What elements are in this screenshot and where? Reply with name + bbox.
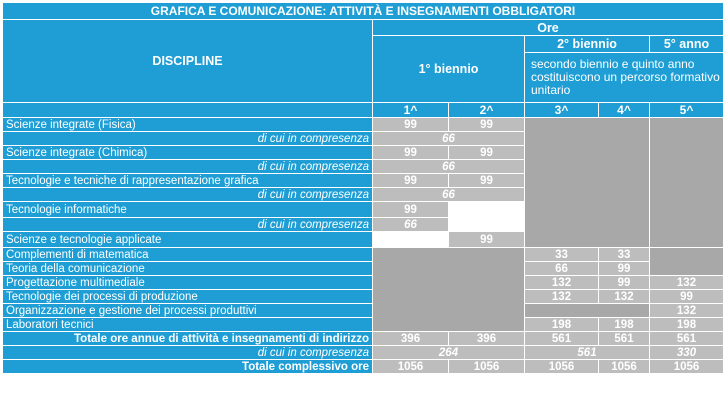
hours-y1: 99 [372, 173, 449, 188]
grand-total-label: Totale complessivo ore [2, 359, 373, 374]
primo-biennio-header: 1° biennio [372, 35, 525, 103]
table-row: di cui in compresenza 66 [2, 131, 724, 146]
compresenza-biennio2: 561 [524, 345, 650, 360]
grand-total-y5: 1056 [649, 359, 724, 374]
ore-header: Ore [372, 19, 724, 36]
compresenza-hours: 66 [372, 131, 525, 146]
hours-y5: 132 [649, 303, 724, 318]
table-row: di cui in compresenza 66 [2, 159, 724, 174]
compresenza-label: di cui in compresenza [2, 187, 373, 202]
table-row: Tecnologie dei processi di produzione 13… [2, 289, 724, 304]
discipline-header: DISCIPLINE [2, 19, 373, 103]
hours-y3: 132 [524, 289, 599, 304]
hours-y4: 99 [598, 275, 650, 290]
compresenza-hours: 66 [372, 217, 449, 232]
grand-total-y3: 1056 [524, 359, 599, 374]
compresenza-anno5: 330 [649, 345, 724, 360]
hours-y4: 198 [598, 317, 650, 332]
hours-y2: 99 [448, 145, 525, 160]
gray-block-anno5 [649, 117, 724, 248]
hours-y3: 33 [524, 247, 599, 262]
totals-compresenza-label: di cui in compresenza [2, 345, 373, 360]
year-header-5: 5^ [649, 102, 724, 118]
hours-y5: 99 [649, 289, 724, 304]
total-y2: 396 [448, 331, 525, 346]
table-row: di cui in compresenza 66 [2, 217, 724, 232]
total-y1: 396 [372, 331, 449, 346]
year-header-4: 4^ [598, 102, 650, 118]
grand-total-y4: 1056 [598, 359, 650, 374]
empty-cell [372, 231, 449, 248]
gray-block-biennio2 [524, 117, 650, 248]
totals-row: Totale ore annue di attività e insegname… [2, 331, 724, 346]
compresenza-hours: 66 [372, 187, 525, 202]
table-row: Complementi di matematica 33 33 [2, 247, 724, 332]
empty-cell [448, 201, 525, 232]
subject-name: Scienze e tecnologie applicate [2, 231, 373, 248]
hours-y3: 66 [524, 261, 599, 276]
table-title: GRAFICA E COMUNICAZIONE: ATTIVITÀ E INSE… [2, 2, 724, 20]
year-header-3: 3^ [524, 102, 599, 118]
year-header-1: 1^ [372, 102, 449, 118]
table-row: Scienze e tecnologie applicate 99 [2, 231, 724, 248]
curriculum-table: GRAFICA E COMUNICAZIONE: ATTIVITÀ E INSE… [2, 2, 724, 374]
subject-name: Tecnologie dei processi di produzione [2, 289, 373, 304]
year-header-2: 2^ [448, 102, 525, 118]
subject-name: Tecnologie informatiche [2, 201, 373, 218]
hours-y3: 132 [524, 275, 599, 290]
total-y3: 561 [524, 331, 599, 346]
subject-name: Laboratori tecnici [2, 317, 373, 332]
subject-name: Complementi di matematica [2, 247, 373, 262]
hours-y5: 132 [649, 275, 724, 290]
subject-name: Tecnologie e tecniche di rappresentazion… [2, 173, 373, 188]
subject-name: Teoria della comunicazione [2, 261, 373, 276]
hours-y4: 99 [598, 261, 650, 276]
hours-y4: 132 [598, 289, 650, 304]
compresenza-label: di cui in compresenza [2, 217, 373, 232]
grand-total-y1: 1056 [372, 359, 449, 374]
hours-y2: 99 [448, 231, 525, 248]
table-row: Tecnologie informatiche 99 [2, 201, 724, 232]
subject-name: Progettazione multimediale [2, 275, 373, 290]
table-row: Scienze integrate (Fisica) 99 99 [2, 117, 724, 248]
gray-block-biennio1 [372, 247, 525, 332]
quinto-anno-header: 5° anno [649, 35, 724, 53]
table-row: Scienze integrate (Chimica) 99 99 [2, 145, 724, 160]
hours-y2: 99 [448, 117, 525, 132]
hours-y3: 198 [524, 317, 599, 332]
hours-y4: 33 [598, 247, 650, 262]
table-row: Organizzazione e gestione dei processi p… [2, 303, 724, 318]
hours-y1: 99 [372, 201, 449, 218]
total-y5: 561 [649, 331, 724, 346]
compresenza-hours: 66 [372, 159, 525, 174]
totals-compresenza-row: di cui in compresenza 264 561 330 [2, 345, 724, 360]
hours-y2: 99 [448, 173, 525, 188]
secondo-biennio-header: 2° biennio [524, 35, 650, 53]
subject-name: Scienze integrate (Fisica) [2, 117, 373, 132]
gray-cell [524, 303, 650, 318]
compresenza-label: di cui in compresenza [2, 159, 373, 174]
table-row: Laboratori tecnici 198 198 198 [2, 317, 724, 332]
year-header-spacer [2, 102, 373, 118]
grand-total-row: Totale complessivo ore 1056 1056 1056 10… [2, 359, 724, 374]
subject-name: Organizzazione e gestione dei processi p… [2, 303, 373, 318]
table-row: Teoria della comunicazione 66 99 [2, 261, 724, 276]
hours-y1: 99 [372, 145, 449, 160]
percorso-note: secondo biennio e quinto anno costituisc… [524, 52, 724, 103]
compresenza-biennio1: 264 [372, 345, 525, 360]
table-row: Progettazione multimediale 132 99 132 [2, 275, 724, 290]
total-y4: 561 [598, 331, 650, 346]
subject-name: Scienze integrate (Chimica) [2, 145, 373, 160]
compresenza-label: di cui in compresenza [2, 131, 373, 146]
table-row: di cui in compresenza 66 [2, 187, 724, 202]
grand-total-y2: 1056 [448, 359, 525, 374]
hours-y5: 198 [649, 317, 724, 332]
hours-y1: 99 [372, 117, 449, 132]
totals-label: Totale ore annue di attività e insegname… [2, 331, 373, 346]
gray-cell [649, 247, 724, 276]
